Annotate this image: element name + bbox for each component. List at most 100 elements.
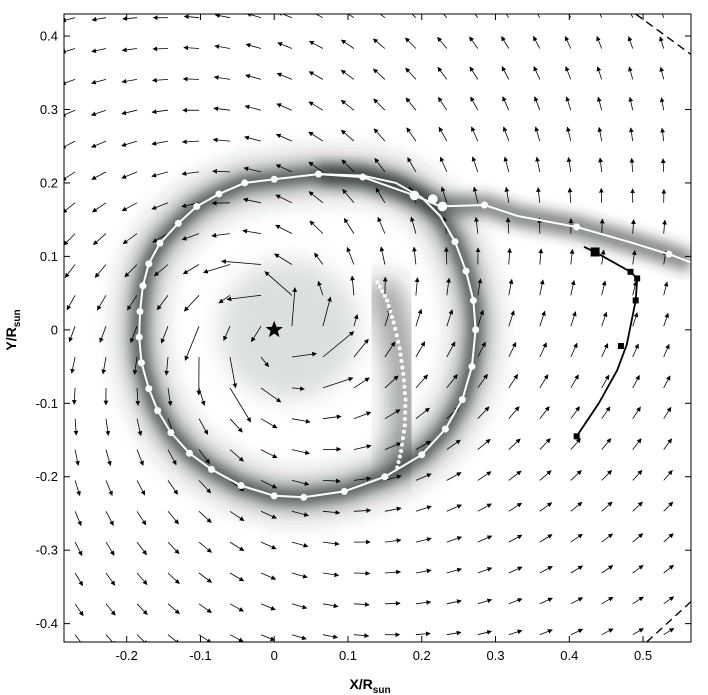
velocity-arrow [508, 534, 523, 543]
white-stream-marker [573, 223, 581, 231]
x-tick-label: -0.1 [189, 648, 211, 663]
velocity-arrow [198, 511, 212, 523]
velocity-arrow [474, 216, 479, 234]
velocity-arrow [212, 137, 231, 143]
velocity-arrow [167, 541, 180, 555]
velocity-arrow [308, 191, 324, 204]
white-dotted-marker [397, 346, 402, 351]
velocity-arrow [469, 66, 479, 80]
y-tick-label: -0.3 [36, 543, 58, 558]
trajectory-markers [135, 170, 673, 501]
velocity-arrow [570, 565, 584, 574]
velocity-arrow [167, 387, 173, 407]
velocity-arrow [74, 603, 84, 617]
velocity-arrow [340, 69, 355, 80]
velocity-arrow [105, 603, 116, 616]
velocity-arrow [406, 127, 417, 142]
white-orbit-marker [237, 482, 245, 490]
velocity-arrow [477, 630, 492, 636]
velocity-arrow [229, 480, 245, 492]
velocity-arrow [415, 308, 423, 327]
velocity-arrow [308, 40, 324, 49]
velocity-arrow [632, 438, 642, 450]
velocity-arrow [412, 246, 417, 265]
velocity-arrow [477, 567, 493, 574]
white-dotted-marker [401, 378, 406, 383]
velocity-arrow [167, 511, 179, 525]
velocity-arrow [291, 572, 308, 579]
velocity-arrow [405, 97, 417, 111]
velocity-arrow [203, 264, 231, 274]
velocity-arrow [598, 187, 604, 203]
velocity-arrow [632, 312, 639, 327]
white-dotted-marker [386, 303, 391, 308]
velocity-arrow [99, 326, 107, 343]
velocity-arrow [508, 341, 517, 358]
velocity-arrow [322, 376, 354, 389]
velocity-arrow [384, 474, 402, 481]
velocity-arrow [632, 501, 643, 512]
white-dotted-marker [396, 339, 401, 344]
velocity-arrow [470, 96, 479, 111]
velocity-arrow [229, 634, 244, 642]
velocity-arrow [384, 409, 401, 420]
dashed-line [646, 601, 691, 642]
velocity-arrow [533, 35, 541, 49]
velocity-arrow [160, 326, 169, 344]
white-dotted-marker [393, 326, 398, 331]
star-marker [265, 320, 283, 338]
velocity-arrow [631, 250, 637, 265]
velocity-arrow [663, 406, 672, 419]
velocity-arrow [446, 277, 451, 296]
velocity-arrow [539, 566, 553, 574]
velocity-arrow [505, 14, 510, 18]
dashed-line [635, 14, 691, 55]
velocity-arrow [183, 295, 200, 312]
velocity-arrow [599, 14, 603, 18]
velocity-arrow [151, 171, 169, 178]
velocity-arrow [341, 159, 355, 173]
velocity-arrow [601, 469, 613, 481]
y-tick-label: -0.4 [36, 616, 58, 631]
velocity-arrow [446, 504, 462, 512]
velocity-arrow [565, 66, 572, 80]
velocity-arrow [260, 387, 282, 403]
velocity-arrow [632, 469, 643, 481]
velocity-arrow [415, 407, 430, 420]
velocity-arrow [91, 48, 107, 54]
white-dotted-marker [377, 284, 382, 289]
velocity-arrow [167, 603, 180, 615]
velocity-arrow [570, 374, 579, 389]
velocity-arrow [373, 128, 386, 142]
white-orbit-marker [135, 333, 143, 341]
white-orbit-marker [136, 307, 144, 315]
black-track-marker [573, 433, 580, 440]
black-track-marker [617, 342, 624, 349]
velocity-arrow [243, 166, 262, 173]
velocity-arrow [477, 535, 493, 543]
velocity-arrow [214, 14, 231, 19]
velocity-arrow [477, 438, 491, 450]
white-dotted-marker [399, 449, 404, 454]
velocity-arrow [229, 541, 245, 552]
velocity-arrow [245, 43, 262, 49]
velocity-arrow [229, 449, 244, 462]
velocity-arrow [446, 630, 462, 636]
white-dotted-marker [380, 289, 385, 294]
velocity-arrow [508, 373, 519, 389]
velocity-arrow [415, 374, 429, 389]
velocity-arrow [136, 480, 146, 496]
velocity-arrow [601, 311, 608, 327]
velocity-arrow [353, 411, 372, 420]
velocity-arrow [182, 76, 200, 82]
velocity-arrow [411, 14, 417, 18]
white-orbit-marker [154, 407, 162, 415]
velocity-arrow [64, 109, 76, 117]
velocity-arrow [632, 596, 644, 605]
velocity-arrow [539, 406, 550, 419]
x-tick-label: -0.2 [115, 648, 137, 663]
velocity-arrow [384, 442, 402, 450]
velocity-arrow [66, 295, 76, 311]
velocity-arrow [322, 541, 340, 547]
velocity-arrow [74, 541, 83, 557]
